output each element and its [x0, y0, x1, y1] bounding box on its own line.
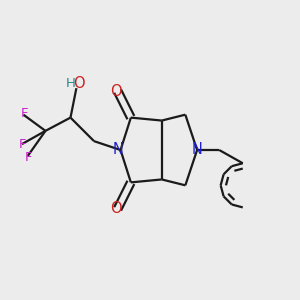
- Text: O: O: [110, 201, 122, 216]
- Text: N: N: [192, 142, 203, 158]
- Text: F: F: [20, 107, 28, 120]
- Text: N: N: [113, 142, 124, 158]
- Text: O: O: [74, 76, 85, 91]
- Text: O: O: [110, 84, 122, 99]
- Text: F: F: [25, 151, 32, 164]
- Text: H: H: [66, 77, 76, 90]
- Text: F: F: [19, 138, 27, 151]
